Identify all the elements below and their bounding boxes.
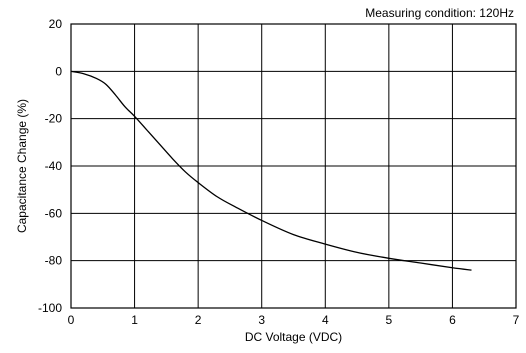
series-layer — [70, 70, 472, 271]
plot-frame — [70, 23, 517, 309]
x-tick-label: 6 — [449, 313, 456, 327]
y-tick-label: -80 — [45, 254, 63, 268]
y-tick-label: -60 — [45, 206, 63, 220]
x-tick-label: 4 — [322, 313, 329, 327]
y-tick-label: -40 — [45, 159, 63, 173]
grid — [71, 24, 516, 308]
y-tick-label: 0 — [55, 64, 62, 78]
x-tick-label: 0 — [68, 313, 75, 327]
capacitance-change-curve — [70, 70, 472, 271]
x-tick-label: 7 — [513, 313, 520, 327]
x-tick-label: 5 — [386, 313, 393, 327]
x-axis-label: DC Voltage (VDC) — [245, 330, 342, 344]
measuring-condition-annotation: Measuring condition: 120Hz — [365, 6, 514, 20]
x-tick-label: 2 — [195, 313, 202, 327]
x-tick-label: 1 — [131, 313, 138, 327]
tick-labels: 0 1 2 3 4 5 6 7 20 0 -20 -40 -60 -80 -100 — [38, 17, 520, 327]
y-tick-label: -20 — [45, 112, 63, 126]
x-tick-label: 3 — [258, 313, 265, 327]
y-tick-label: -100 — [38, 301, 62, 315]
y-axis-label: Capacitance Change (%) — [15, 99, 29, 233]
y-tick-label: 20 — [49, 17, 63, 31]
